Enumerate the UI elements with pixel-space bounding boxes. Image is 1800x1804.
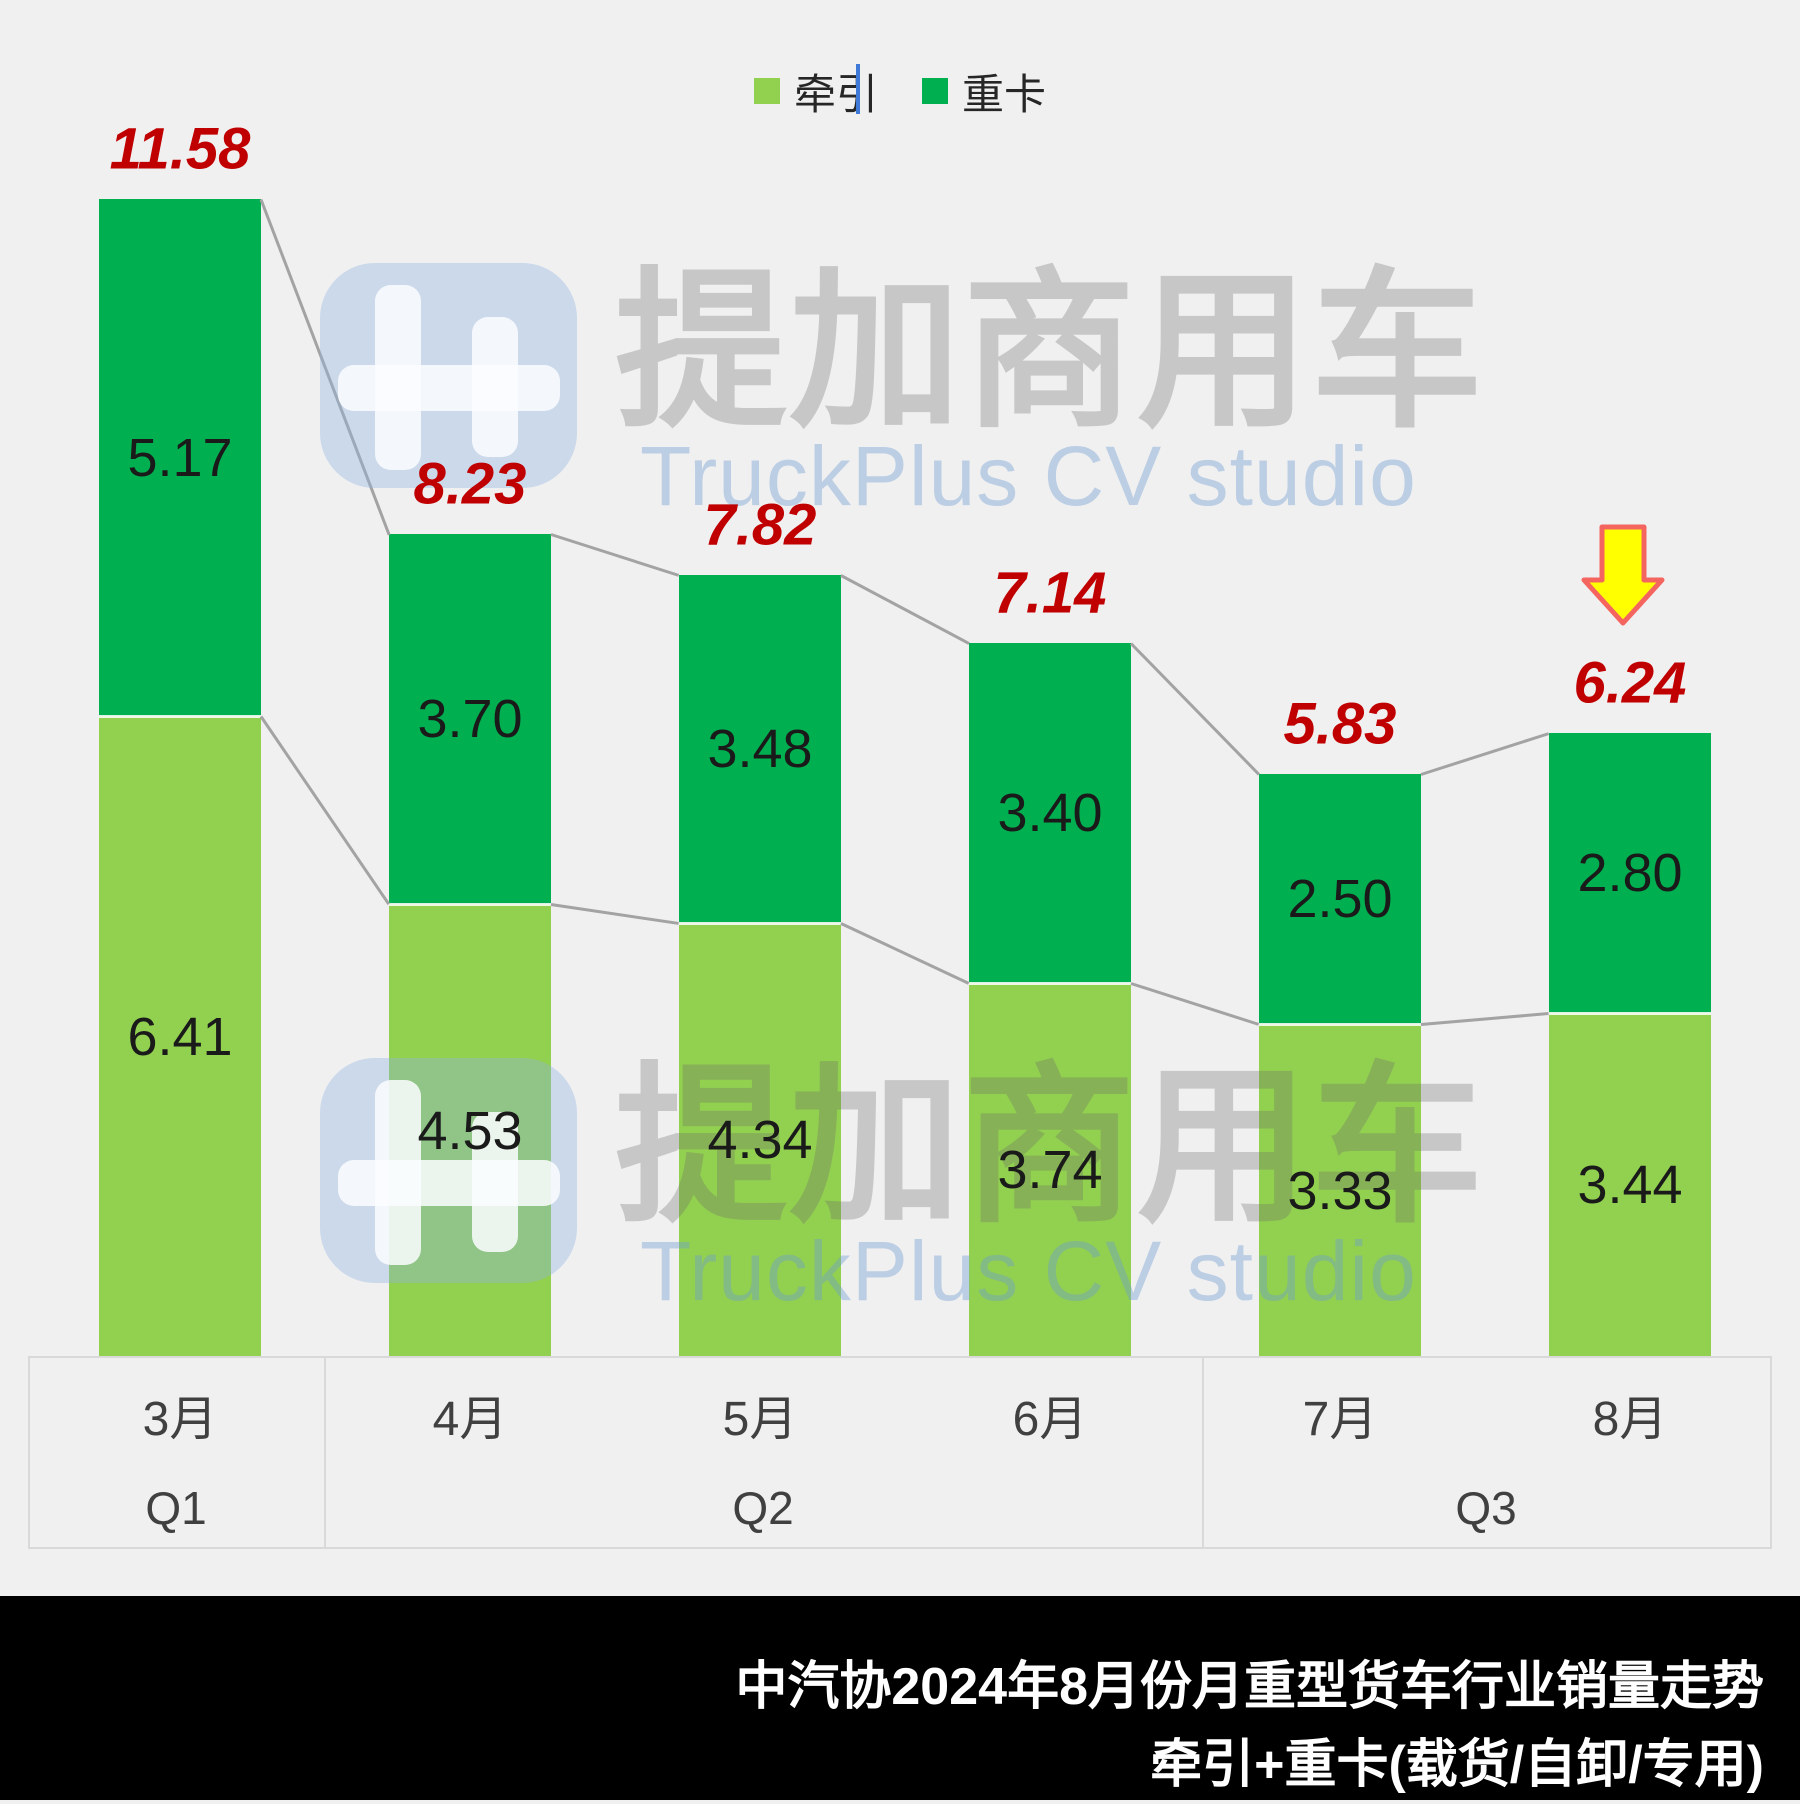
truck-value-label: 3.40 xyxy=(997,783,1103,843)
trend-connector-line xyxy=(840,573,970,645)
watermark-brand-en: TruckPlus CV studio xyxy=(640,1224,1417,1318)
axis-table-divider xyxy=(1202,1356,1204,1549)
legend-label: 牵引 xyxy=(793,70,878,118)
axis-table-divider xyxy=(28,1356,30,1549)
legend-item-tractor: 牵引 xyxy=(753,61,878,122)
heavy-truck-segment xyxy=(389,534,551,904)
tractor-segment xyxy=(969,983,1131,1357)
segment-seam xyxy=(969,982,1131,985)
segment-seam xyxy=(1259,1023,1421,1026)
tractor-segment xyxy=(1549,1013,1711,1357)
legend-swatch-icon xyxy=(922,78,948,104)
axis-table-divider xyxy=(1770,1356,1772,1549)
legend-item-heavy-truck: 重卡 xyxy=(922,61,1046,122)
month-label: 3月 xyxy=(142,1393,218,1446)
trend-connector-line xyxy=(550,532,680,577)
tractor-value-label: 3.74 xyxy=(997,1140,1103,1200)
trend-connector-line xyxy=(1130,981,1260,1026)
tractor-segment xyxy=(1259,1024,1421,1357)
trend-connector-line xyxy=(1129,641,1261,776)
legend-swatch-icon xyxy=(753,78,780,104)
segment-seam xyxy=(389,903,551,906)
tractor-segment xyxy=(679,923,841,1357)
total-value-label: 7.82 xyxy=(703,492,817,558)
truckplus-logo-watermark xyxy=(320,263,577,488)
axis-table-top-border xyxy=(28,1356,1770,1358)
tractor-value-label: 6.41 xyxy=(127,1006,233,1067)
tractor-value-label: 4.53 xyxy=(417,1100,523,1161)
heavy-truck-segment xyxy=(99,199,261,716)
logo-crossbar xyxy=(338,365,560,411)
heavy-truck-segment xyxy=(1259,774,1421,1024)
tractor-value-label: 4.34 xyxy=(707,1110,813,1170)
tractor-value-label: 3.33 xyxy=(1287,1160,1393,1221)
quarter-label: Q3 xyxy=(1455,1482,1517,1534)
heavy-truck-segment xyxy=(1549,733,1711,1013)
truckplus-logo-watermark xyxy=(320,1058,577,1283)
trend-connector-line xyxy=(1420,731,1550,776)
watermark-brand-cn: 提加商用车 xyxy=(615,1051,1485,1243)
month-label: 4月 xyxy=(432,1393,508,1446)
total-value-label: 8.23 xyxy=(413,451,527,517)
tractor-segment xyxy=(99,716,261,1357)
segment-seam xyxy=(679,922,841,925)
footer-caption-line1: 中汽协2024年8月份月重型货车行业销量走势 xyxy=(735,1658,1764,1716)
truck-value-label: 2.50 xyxy=(1287,869,1393,929)
heavy-truck-segment xyxy=(679,575,841,923)
axis-table-bottom-border xyxy=(28,1547,1770,1549)
logo-crossbar xyxy=(338,1160,560,1206)
quarter-label: Q1 xyxy=(145,1482,207,1534)
total-value-label: 5.83 xyxy=(1283,691,1397,757)
trend-connector-line xyxy=(840,921,970,985)
segment-seam xyxy=(1549,1012,1711,1015)
truck-value-label: 5.17 xyxy=(127,427,233,488)
quarter-label: Q2 xyxy=(732,1482,794,1534)
watermark-brand-en: TruckPlus CV studio xyxy=(640,429,1417,523)
axis-table-divider xyxy=(324,1356,326,1549)
month-label: 7月 xyxy=(1302,1393,1378,1446)
tractor-value-label: 3.44 xyxy=(1577,1155,1683,1215)
chart-legend: 牵引 重卡 xyxy=(0,56,1800,126)
total-value-label: 11.58 xyxy=(109,116,251,182)
decline-arrow-icon xyxy=(1581,523,1665,627)
truck-value-label: 3.70 xyxy=(417,689,523,749)
segment-seam xyxy=(99,715,261,718)
month-label: 5月 xyxy=(722,1393,798,1446)
watermark-brand-cn: 提加商用车 xyxy=(615,256,1485,448)
logo-plus-stem xyxy=(472,317,518,457)
logo-plus-stem xyxy=(472,1112,518,1252)
trend-connector-line xyxy=(550,902,680,925)
text-cursor-artifact xyxy=(856,64,860,114)
total-value-label: 7.14 xyxy=(993,560,1107,626)
total-value-label: 6.24 xyxy=(1573,650,1687,716)
footer-bar: 中汽协2024年8月份月重型货车行业销量走势 牵引+重卡(载货/自卸/专用) xyxy=(0,1596,1800,1800)
truck-value-label: 3.48 xyxy=(707,719,813,779)
month-label: 8月 xyxy=(1592,1393,1668,1446)
trend-connector-line xyxy=(1420,1011,1550,1026)
month-label: 6月 xyxy=(1012,1393,1088,1446)
legend-label: 重卡 xyxy=(962,70,1047,118)
footer-caption-line2: 牵引+重卡(载货/自卸/专用) xyxy=(1150,1736,1764,1794)
truck-value-label: 2.80 xyxy=(1577,843,1683,903)
trend-connector-line xyxy=(259,715,391,905)
heavy-truck-segment xyxy=(969,643,1131,983)
